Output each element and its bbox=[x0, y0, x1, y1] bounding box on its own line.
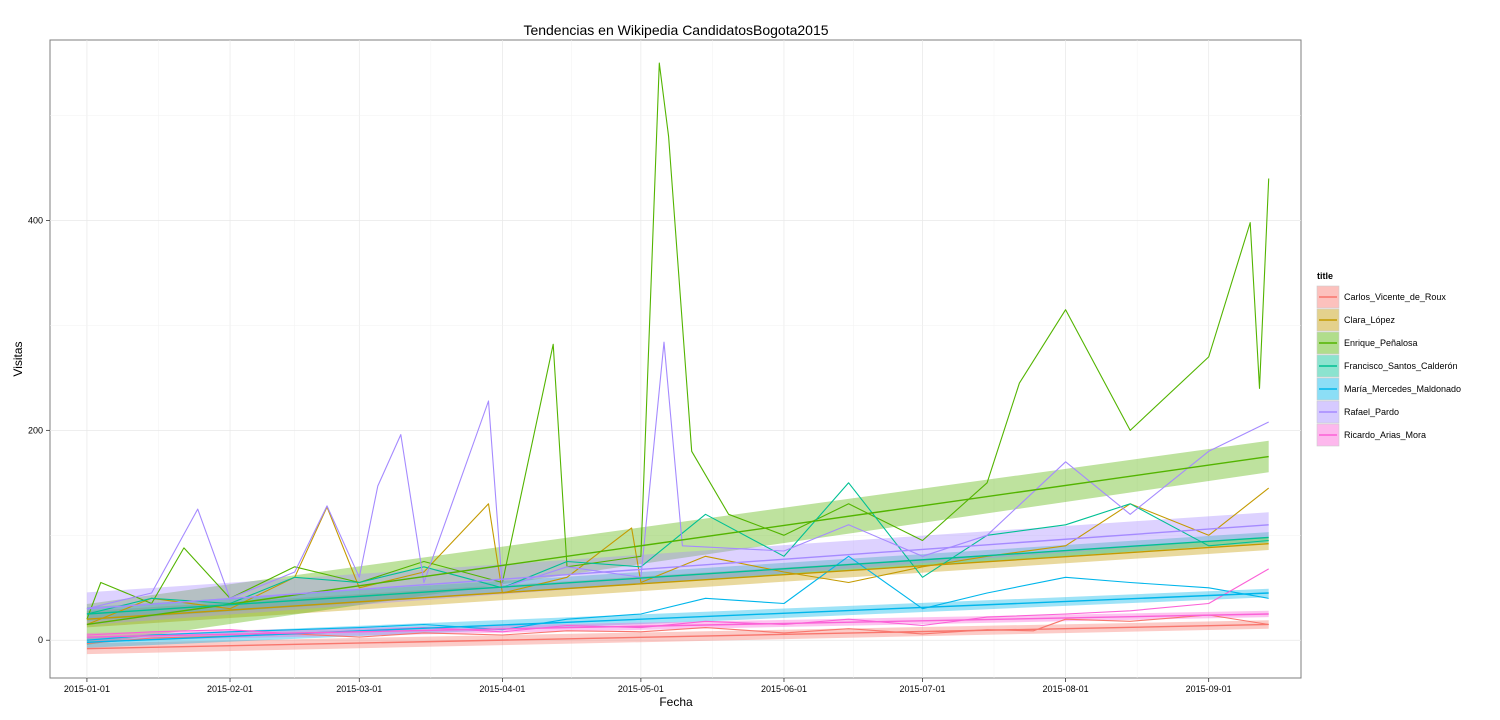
series-line-Enrique_Peñalosa bbox=[86, 62, 1270, 620]
legend: title Carlos_Vicente_de_Roux Clara_López E… bbox=[1316, 271, 1461, 447]
x-tick-label-5: 2015-06-01 bbox=[761, 684, 807, 694]
legend-title: title bbox=[1317, 271, 1333, 281]
legend-items: Carlos_Vicente_de_Roux Clara_López Enrique… bbox=[1316, 285, 1461, 447]
x-tick-label-4: 2015-05-01 bbox=[618, 684, 664, 694]
legend-item-1: Clara_López bbox=[1316, 308, 1396, 332]
legend-label-6: Ricardo_Arias_Mora bbox=[1344, 430, 1426, 440]
legend-label-0: Carlos_Vicente_de_Roux bbox=[1344, 292, 1446, 302]
legend-item-2: Enrique_Peñalosa bbox=[1316, 331, 1418, 355]
x-tick-label-2: 2015-03-01 bbox=[336, 684, 382, 694]
legend-item-3: Francisco_Santos_Calderón bbox=[1316, 354, 1458, 378]
legend-item-5: Rafael_Pardo bbox=[1316, 400, 1399, 424]
y-tick-label-1: 200 bbox=[28, 425, 43, 435]
legend-label-1: Clara_López bbox=[1344, 315, 1396, 325]
trend-line-Enrique_Peñalosa bbox=[86, 455, 1269, 626]
trend-line-Ricardo_Arias_Mora bbox=[86, 613, 1269, 638]
series-line-Clara_López bbox=[86, 487, 1270, 626]
trend-line-Clara_López bbox=[86, 542, 1269, 620]
x-axis: 2015-01-01 2015-02-01 2015-03-01 2015-04-01… bbox=[64, 678, 1232, 694]
x-tick-label-6: 2015-07-01 bbox=[899, 684, 945, 694]
legend-label-3: Francisco_Santos_Calderón bbox=[1344, 361, 1458, 371]
y-axis: 0 200 400 bbox=[28, 215, 50, 645]
legend-label-4: María_Mercedes_Maldonado bbox=[1344, 384, 1461, 394]
grid-lines bbox=[50, 40, 1301, 678]
trend-line-Rafael_Pardo bbox=[86, 524, 1269, 610]
x-tick-label-1: 2015-02-01 bbox=[207, 684, 253, 694]
trend-lines bbox=[86, 455, 1269, 650]
trend-line-María_Mercedes_Maldonado bbox=[86, 592, 1269, 644]
y-axis-title: Visitas bbox=[11, 341, 25, 376]
y-tick-label-0: 0 bbox=[38, 635, 43, 645]
x-tick-label-7: 2015-08-01 bbox=[1043, 684, 1089, 694]
chart-title: Tendencias en Wikipedia CandidatosBogota… bbox=[523, 22, 828, 38]
legend-item-4: María_Mercedes_Maldonado bbox=[1316, 377, 1461, 401]
band-Enrique_Peñalosa bbox=[86, 440, 1269, 645]
legend-label-2: Enrique_Peñalosa bbox=[1344, 338, 1418, 348]
legend-label-5: Rafael_Pardo bbox=[1344, 407, 1399, 417]
x-axis-title: Fecha bbox=[659, 695, 693, 709]
x-tick-label-8: 2015-09-01 bbox=[1186, 684, 1232, 694]
band-Francisco_Santos_Calderón bbox=[86, 532, 1269, 621]
series-line-María_Mercedes_Maldonado bbox=[86, 555, 1269, 641]
trend-line-Carlos_Vicente_de_Roux bbox=[86, 623, 1269, 650]
legend-item-0: Carlos_Vicente_de_Roux bbox=[1316, 285, 1446, 309]
x-tick-label-0: 2015-01-01 bbox=[64, 684, 110, 694]
legend-item-6: Ricardo_Arias_Mora bbox=[1316, 423, 1426, 447]
y-tick-label-2: 400 bbox=[28, 215, 43, 225]
trend-line-Francisco_Santos_Calderón bbox=[86, 536, 1269, 615]
band-Rafael_Pardo bbox=[86, 512, 1269, 626]
x-tick-label-3: 2015-04-01 bbox=[479, 684, 525, 694]
band-Clara_López bbox=[86, 537, 1269, 628]
